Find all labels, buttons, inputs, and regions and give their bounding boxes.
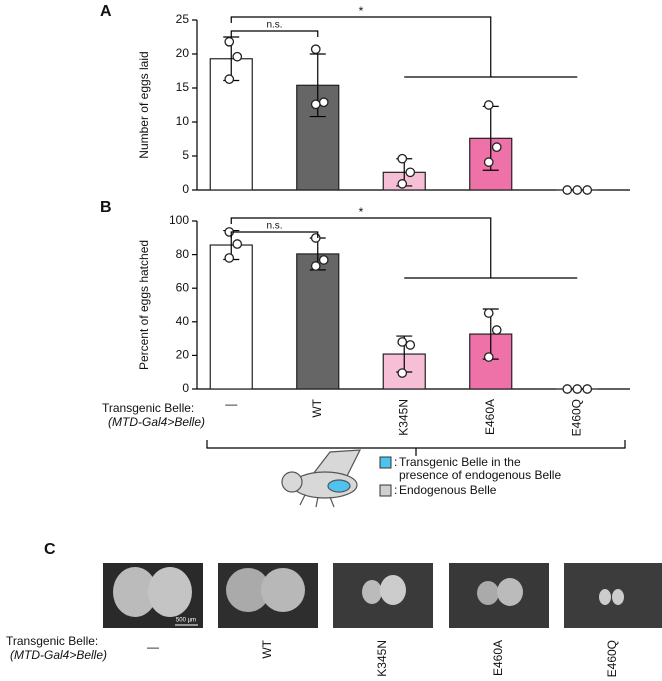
- legend-prefix: :: [394, 483, 397, 497]
- data-point: [224, 253, 235, 263]
- x-tick-label: E460Q: [569, 399, 583, 436]
- data-point: [310, 233, 321, 243]
- y-tick-label: 15: [176, 80, 190, 94]
- y-tick-label: 5: [182, 148, 189, 162]
- panel-label: B: [100, 199, 112, 216]
- significance-bracket: [230, 16, 578, 78]
- legend-text: Transgenic Belle in the: [399, 455, 521, 469]
- data-point: [483, 100, 494, 110]
- genotype-label: (MTD-Gal4>Belle): [10, 648, 107, 662]
- data-point: [310, 261, 321, 271]
- bar: [296, 253, 340, 390]
- data-point: [562, 185, 573, 195]
- legend-prefix: :: [394, 455, 397, 469]
- x-tick-label: E460A: [483, 399, 497, 435]
- data-point: [397, 153, 408, 164]
- data-point: [397, 179, 408, 189]
- data-point: [572, 384, 583, 394]
- genotype-label: (MTD-Gal4>Belle): [108, 415, 205, 429]
- y-tick-label: 80: [176, 247, 190, 261]
- annotation: n.s.: [266, 20, 282, 31]
- genotype-label: Transgenic Belle:: [6, 634, 98, 648]
- fly-icon: [281, 449, 362, 508]
- data-point: [397, 368, 408, 378]
- data-point: [232, 239, 243, 249]
- panel-label: C: [44, 541, 56, 558]
- data-point: [224, 74, 235, 85]
- data-point: [572, 185, 583, 195]
- bar: [209, 244, 253, 390]
- y-axis-title: Number of eggs laid: [137, 51, 151, 158]
- y-tick-label: 25: [176, 12, 190, 26]
- x-tick-label: K345N: [396, 399, 410, 436]
- micrographs: [103, 563, 662, 628]
- significance-bracket: [230, 217, 578, 279]
- data-point: [405, 167, 416, 178]
- data-point: [405, 340, 416, 350]
- image-label: —: [147, 640, 159, 654]
- y-tick-label: 20: [176, 348, 190, 362]
- image-label: E460Q: [605, 640, 619, 677]
- data-point: [491, 142, 502, 153]
- data-point: [582, 384, 593, 394]
- legend-swatch: [379, 484, 392, 497]
- data-point: [582, 185, 593, 195]
- image-label: WT: [260, 639, 274, 658]
- y-tick-label: 0: [182, 182, 189, 196]
- scale-bar-label: 500 µm: [176, 618, 196, 624]
- x-tick-label: WT: [310, 398, 324, 417]
- data-point: [562, 384, 573, 394]
- data-point: [483, 157, 494, 167]
- data-point: [318, 97, 329, 108]
- legend-swatch: [379, 456, 392, 469]
- data-point: [310, 99, 321, 110]
- annotation: *: [359, 4, 364, 18]
- data-point: [491, 325, 502, 335]
- significance-bracket: [230, 30, 319, 37]
- x-tick-label: —: [225, 397, 237, 411]
- y-axis-title: Percent of eggs hatched: [137, 240, 151, 370]
- y-tick-label: 0: [182, 381, 189, 395]
- y-tick-label: 60: [176, 280, 190, 294]
- legend-text: Endogenous Belle: [399, 483, 497, 497]
- bracket: [206, 440, 626, 456]
- y-tick-label: 100: [169, 213, 189, 227]
- image-label: K345N: [375, 640, 389, 677]
- data-point: [483, 308, 494, 318]
- annotation: *: [359, 205, 364, 219]
- data-point: [232, 51, 243, 62]
- y-tick-label: 10: [176, 114, 190, 128]
- genotype-label: Transgenic Belle:: [102, 401, 194, 415]
- image-label: E460A: [491, 640, 505, 676]
- data-point: [397, 337, 408, 347]
- panel-label: A: [100, 3, 112, 20]
- data-point: [224, 36, 235, 47]
- annotation: n.s.: [266, 221, 282, 232]
- y-tick-label: 20: [176, 46, 190, 60]
- data-point: [310, 44, 321, 55]
- significance-bracket: [230, 231, 319, 238]
- legend-text: presence of endogenous Belle: [399, 468, 561, 482]
- data-point: [318, 255, 329, 265]
- data-point: [483, 352, 494, 362]
- y-tick-label: 40: [176, 314, 190, 328]
